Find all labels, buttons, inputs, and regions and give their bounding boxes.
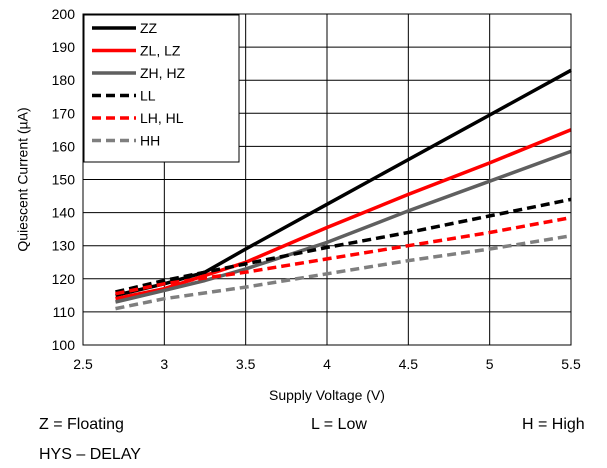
y-tick-label: 150	[52, 172, 76, 188]
legend-label: HH	[140, 133, 160, 149]
note-z-floating: Z = Floating	[39, 416, 124, 433]
legend: ZZ ZL, LZ ZH, HZ LL LH, HL HH	[83, 14, 240, 163]
plot-area-border	[82, 13, 572, 346]
note-l-low: L = Low	[311, 416, 367, 433]
series-line-zl-lz	[115, 128, 572, 301]
note-hys-delay: HYS – DELAY	[39, 446, 141, 463]
legend-box	[83, 14, 240, 163]
x-tick-label: 5	[486, 356, 494, 372]
x-tick-label: 4.5	[399, 356, 419, 372]
series-line-lh-hl	[115, 215, 572, 296]
y-tick-label: 140	[52, 205, 76, 221]
series-line-ll	[115, 197, 572, 294]
y-tick-label: 110	[53, 304, 76, 320]
legend-label: ZH, HZ	[140, 65, 186, 81]
y-tick-label: 160	[52, 138, 76, 154]
y-tick-label: 170	[52, 105, 76, 121]
x-tick-label: 4	[323, 356, 331, 372]
series-line-hh	[115, 234, 572, 311]
x-axis-ticks: 2.5 3 3.5 4 4.5 5 5.5	[73, 356, 581, 372]
series-lines	[115, 68, 572, 311]
y-axis-ticks: 100 110 120 130 140 150 160 170 180 190 200	[52, 6, 76, 353]
legend-label: ZZ	[140, 20, 158, 36]
x-tick-label: 3.5	[236, 356, 256, 372]
y-tick-label: 120	[52, 271, 76, 287]
y-axis-label: Quiescent Current (µA)	[15, 107, 31, 251]
x-tick-label: 2.5	[73, 356, 93, 372]
y-tick-label: 190	[52, 39, 76, 55]
y-tick-label: 130	[52, 238, 76, 254]
x-tick-label: 5.5	[561, 356, 581, 372]
x-tick-label: 3	[160, 356, 168, 372]
note-h-high: H = High	[522, 416, 585, 433]
y-tick-label: 180	[52, 72, 76, 88]
legend-label: LL	[140, 88, 156, 104]
y-tick-label: 200	[52, 6, 76, 22]
y-tick-label: 100	[52, 337, 76, 353]
x-axis-label: Supply Voltage (V)	[269, 387, 385, 403]
legend-label: ZL, LZ	[140, 43, 181, 59]
legend-label: LH, HL	[140, 110, 184, 126]
